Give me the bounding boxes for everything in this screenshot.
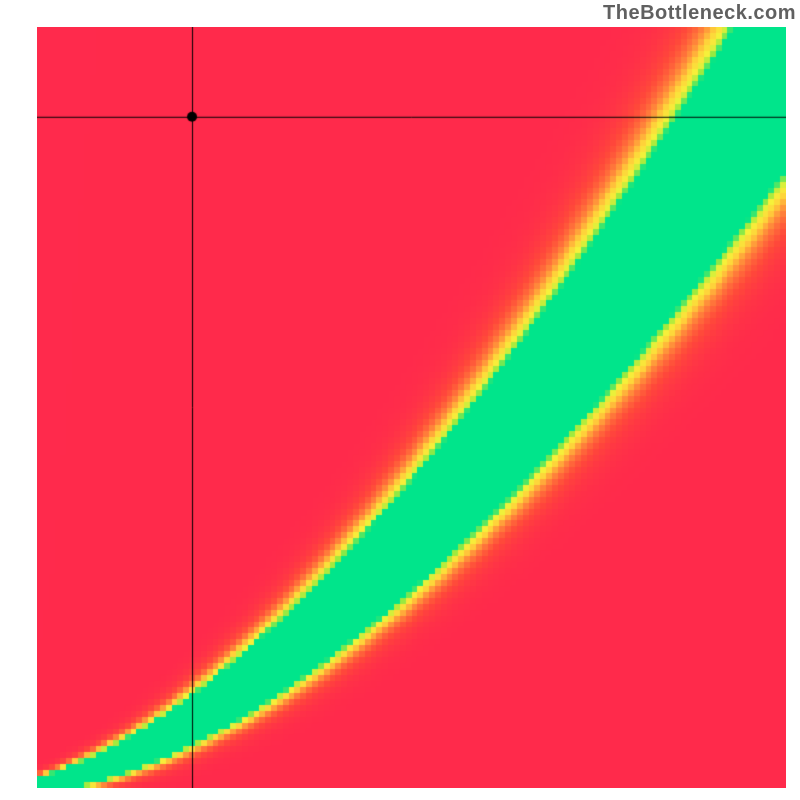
chart-container: TheBottleneck.com — [0, 0, 800, 800]
heatmap-plot — [37, 27, 786, 788]
heatmap-canvas — [37, 27, 786, 788]
attribution-label: TheBottleneck.com — [599, 0, 800, 27]
